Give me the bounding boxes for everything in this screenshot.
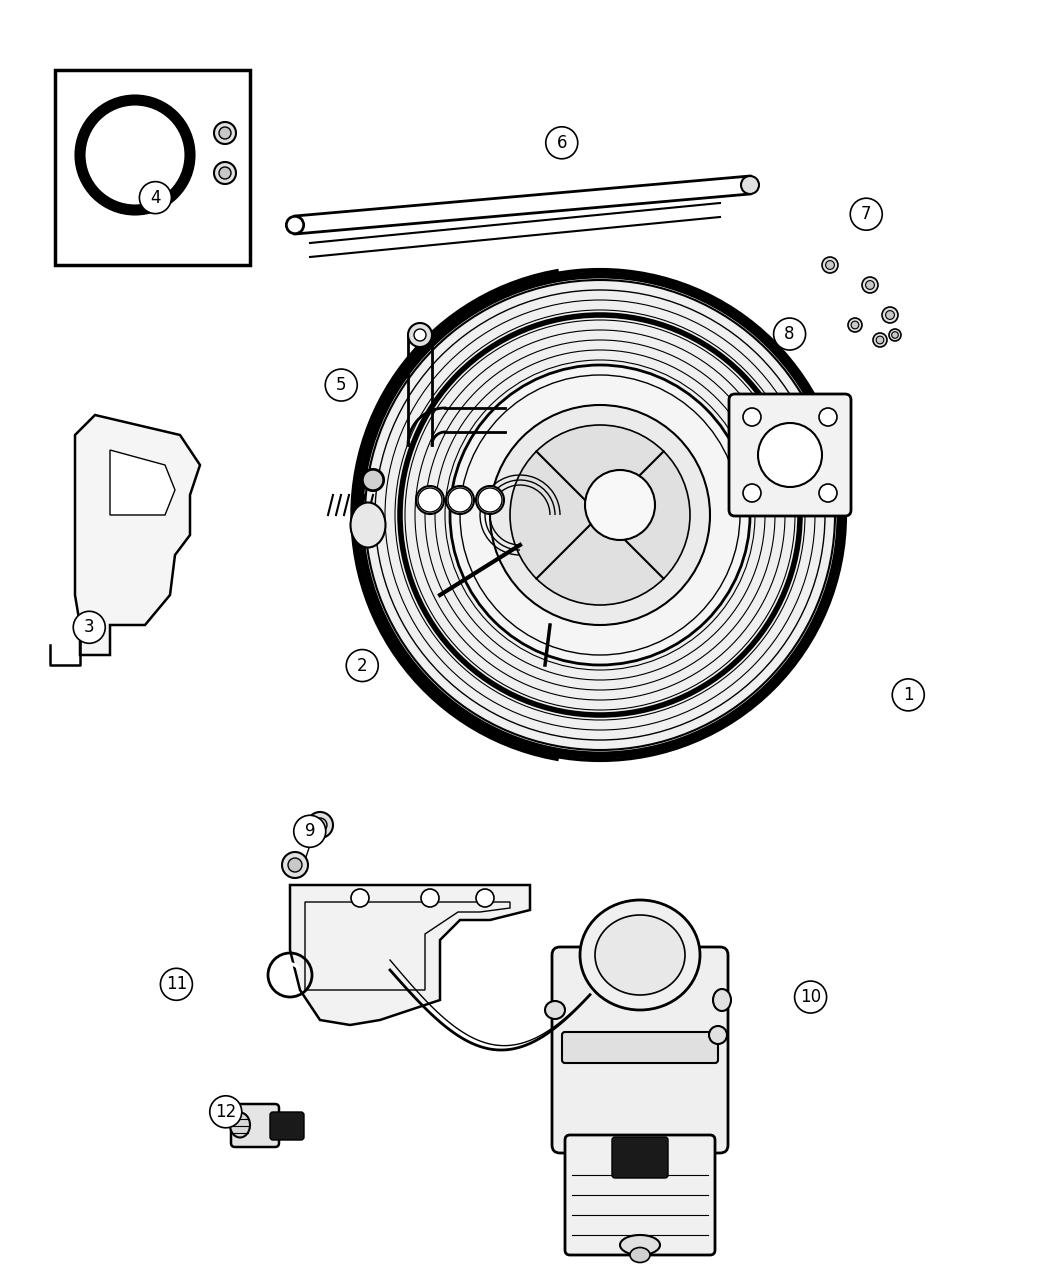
Circle shape — [822, 258, 838, 273]
Circle shape — [414, 329, 426, 340]
Circle shape — [758, 423, 822, 487]
Ellipse shape — [230, 1113, 250, 1137]
Circle shape — [214, 162, 236, 184]
Circle shape — [421, 889, 439, 907]
Text: 7: 7 — [861, 205, 872, 223]
Polygon shape — [110, 450, 175, 515]
Circle shape — [357, 272, 843, 759]
Circle shape — [282, 852, 308, 878]
Ellipse shape — [545, 1001, 565, 1019]
Polygon shape — [290, 885, 530, 1025]
Circle shape — [363, 470, 383, 490]
Circle shape — [585, 470, 655, 541]
Circle shape — [351, 889, 369, 907]
Circle shape — [891, 332, 899, 338]
Ellipse shape — [362, 469, 384, 491]
FancyBboxPatch shape — [552, 947, 728, 1153]
Circle shape — [210, 1095, 242, 1128]
Ellipse shape — [595, 915, 685, 994]
Circle shape — [287, 217, 303, 233]
Circle shape — [862, 277, 878, 293]
FancyBboxPatch shape — [565, 1135, 715, 1255]
Circle shape — [307, 812, 333, 838]
Ellipse shape — [741, 176, 759, 194]
Ellipse shape — [580, 900, 700, 1010]
Circle shape — [448, 488, 472, 513]
FancyBboxPatch shape — [612, 1137, 668, 1178]
Circle shape — [346, 649, 378, 682]
Circle shape — [313, 819, 327, 833]
Circle shape — [743, 484, 761, 502]
Circle shape — [889, 329, 901, 340]
Circle shape — [885, 311, 895, 320]
Circle shape — [74, 611, 105, 644]
Circle shape — [161, 968, 192, 1001]
Circle shape — [850, 198, 882, 231]
FancyBboxPatch shape — [231, 1104, 279, 1148]
Circle shape — [546, 126, 578, 159]
Circle shape — [418, 488, 442, 513]
Ellipse shape — [351, 502, 385, 547]
Text: 9: 9 — [304, 822, 315, 840]
Text: 4: 4 — [150, 189, 161, 207]
Ellipse shape — [476, 486, 504, 514]
Circle shape — [219, 128, 231, 139]
Circle shape — [848, 317, 862, 332]
Circle shape — [852, 321, 859, 329]
FancyBboxPatch shape — [270, 1112, 304, 1140]
Text: 8: 8 — [784, 325, 795, 343]
Text: 5: 5 — [336, 376, 346, 394]
Circle shape — [892, 678, 924, 711]
Text: 2: 2 — [357, 657, 367, 674]
Circle shape — [873, 333, 887, 347]
Ellipse shape — [416, 486, 444, 514]
Circle shape — [478, 488, 502, 513]
Ellipse shape — [446, 486, 474, 514]
Circle shape — [876, 337, 884, 344]
Ellipse shape — [286, 215, 304, 235]
FancyBboxPatch shape — [562, 1031, 718, 1063]
FancyBboxPatch shape — [729, 394, 850, 516]
Bar — [55, 70, 250, 265]
Circle shape — [882, 307, 898, 323]
Circle shape — [510, 425, 690, 606]
Text: 1: 1 — [903, 686, 914, 704]
Circle shape — [288, 858, 302, 872]
Circle shape — [819, 484, 837, 502]
Circle shape — [795, 980, 826, 1014]
Ellipse shape — [713, 989, 731, 1011]
Text: 12: 12 — [215, 1103, 236, 1121]
Ellipse shape — [620, 1235, 660, 1255]
Circle shape — [476, 889, 494, 907]
Text: 6: 6 — [556, 134, 567, 152]
Text: 3: 3 — [84, 618, 94, 636]
Ellipse shape — [709, 1026, 727, 1044]
Circle shape — [819, 408, 837, 426]
Circle shape — [214, 122, 236, 144]
Circle shape — [326, 368, 357, 402]
Circle shape — [408, 323, 432, 347]
Circle shape — [294, 815, 325, 848]
Circle shape — [825, 260, 835, 269]
Circle shape — [774, 317, 805, 351]
Text: 11: 11 — [166, 975, 187, 993]
Circle shape — [450, 365, 750, 666]
Circle shape — [490, 405, 710, 625]
Ellipse shape — [630, 1247, 650, 1262]
Circle shape — [743, 408, 761, 426]
Circle shape — [219, 167, 231, 179]
Polygon shape — [75, 414, 200, 655]
Circle shape — [140, 181, 171, 214]
Text: 10: 10 — [800, 988, 821, 1006]
Circle shape — [865, 280, 875, 289]
